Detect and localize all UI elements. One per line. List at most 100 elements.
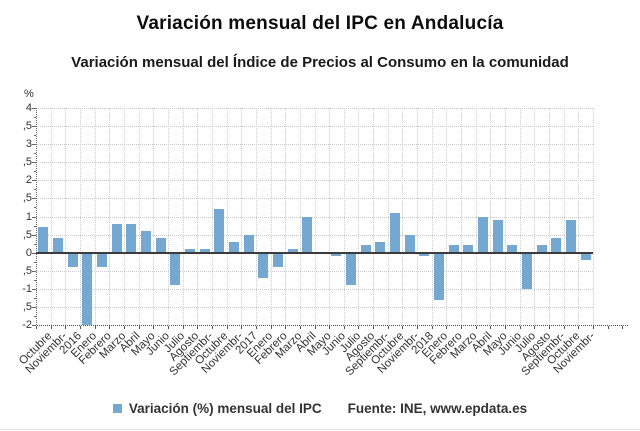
bar[interactable] [375, 241, 386, 253]
x-axis-tick [475, 326, 477, 329]
y-axis-minor-tick [34, 135, 36, 137]
bar[interactable] [52, 238, 63, 253]
bar[interactable] [448, 245, 459, 253]
x-axis-tick [417, 326, 419, 329]
v-gridline [182, 108, 184, 325]
bar[interactable] [111, 223, 122, 253]
x-axis-tick [94, 326, 96, 329]
bar[interactable] [38, 227, 49, 253]
bar[interactable] [228, 241, 239, 253]
x-axis-tick [578, 326, 580, 329]
bottom-divider [0, 429, 640, 430]
v-gridline [519, 108, 521, 325]
bar[interactable] [580, 252, 591, 260]
page-title: Variación mensual del IPC en Andalucía [136, 13, 504, 34]
bar[interactable] [360, 245, 371, 253]
bar[interactable] [390, 212, 401, 253]
bar[interactable] [492, 220, 503, 253]
y-axis-minor-tick [34, 297, 36, 299]
y-axis-label: 3 [25, 138, 32, 151]
v-gridline [197, 108, 199, 325]
y-axis-minor-tick [34, 315, 36, 317]
x-axis-tick [431, 326, 433, 329]
bar[interactable] [331, 252, 342, 257]
v-gridline [241, 108, 243, 325]
bar[interactable] [522, 252, 533, 289]
v-gridline [211, 108, 213, 325]
y-axis-tick [32, 198, 36, 200]
y-axis-label: ,5 [22, 156, 32, 169]
bar[interactable] [566, 220, 576, 253]
v-gridline [285, 108, 287, 325]
bar[interactable] [126, 223, 137, 253]
bar[interactable] [184, 249, 195, 253]
v-gridline [593, 108, 594, 325]
bar[interactable] [463, 245, 474, 253]
x-axis-tick [314, 326, 316, 329]
x-axis-tick [563, 326, 565, 329]
x-axis-tick [593, 326, 594, 329]
bar[interactable] [82, 252, 93, 325]
bar[interactable] [507, 245, 518, 253]
v-gridline [255, 108, 257, 325]
bar[interactable] [287, 249, 298, 253]
v-gridline [505, 108, 507, 325]
x-axis-tick [402, 326, 404, 329]
v-gridline [446, 108, 448, 325]
bar[interactable] [302, 216, 313, 253]
legend-row: Variación (%) mensual del IPC Fuente: IN… [0, 401, 640, 416]
bar[interactable] [536, 245, 547, 253]
x-axis-tick [461, 326, 463, 329]
source-credit[interactable]: Fuente: INE, www.epdata.es [347, 401, 528, 416]
x-axis-tick [241, 326, 243, 329]
bar[interactable] [272, 252, 283, 268]
v-gridline [153, 108, 155, 325]
y-axis-tick [32, 270, 36, 272]
x-axis-tick [270, 326, 272, 329]
bar[interactable] [67, 252, 78, 268]
v-gridline [373, 108, 375, 325]
y-axis-label: ,5 [22, 192, 32, 205]
x-axis-tick [255, 326, 257, 329]
y-axis-tick [32, 180, 36, 182]
v-gridline [270, 108, 272, 325]
bar[interactable] [140, 230, 151, 253]
y-axis-label: ,5 [22, 228, 32, 241]
y-axis-minor-tick [34, 189, 36, 191]
x-axis-tick [65, 326, 67, 329]
bar[interactable] [155, 238, 166, 253]
x-axis-tick [446, 326, 448, 329]
bar[interactable] [419, 252, 430, 257]
bar[interactable] [551, 238, 562, 253]
y-axis-tick [32, 162, 36, 164]
v-gridline [417, 108, 419, 325]
bar[interactable] [170, 252, 181, 286]
bar[interactable] [199, 249, 210, 253]
x-axis-tick [36, 326, 37, 329]
y-axis-minor-tick [34, 207, 36, 209]
bar[interactable] [214, 209, 225, 253]
bar[interactable] [346, 252, 357, 286]
y-axis-label: ,5 [22, 300, 32, 313]
y-axis-minor-tick [34, 225, 36, 227]
x-axis-tick [343, 326, 345, 329]
x-axis-tick [299, 326, 301, 329]
legend-item-ipc[interactable]: Variación (%) mensual del IPC [112, 401, 322, 416]
bar[interactable] [434, 252, 445, 300]
v-gridline [431, 108, 433, 325]
x-axis-tick [123, 326, 125, 329]
x-axis-tick [519, 326, 521, 329]
bar[interactable] [258, 252, 269, 278]
bar[interactable] [243, 234, 254, 253]
bar[interactable] [404, 234, 415, 253]
page-subtitle: Variación mensual del Índice de Precios … [71, 54, 569, 71]
bar[interactable] [96, 252, 107, 268]
v-gridline [549, 108, 551, 325]
v-gridline [475, 108, 477, 325]
legend-swatch-icon [112, 404, 122, 413]
v-gridline [329, 108, 331, 325]
bar[interactable] [478, 216, 489, 253]
x-axis-tick [226, 326, 228, 329]
x-axis-tick [358, 326, 360, 329]
y-axis-tick [32, 288, 36, 290]
